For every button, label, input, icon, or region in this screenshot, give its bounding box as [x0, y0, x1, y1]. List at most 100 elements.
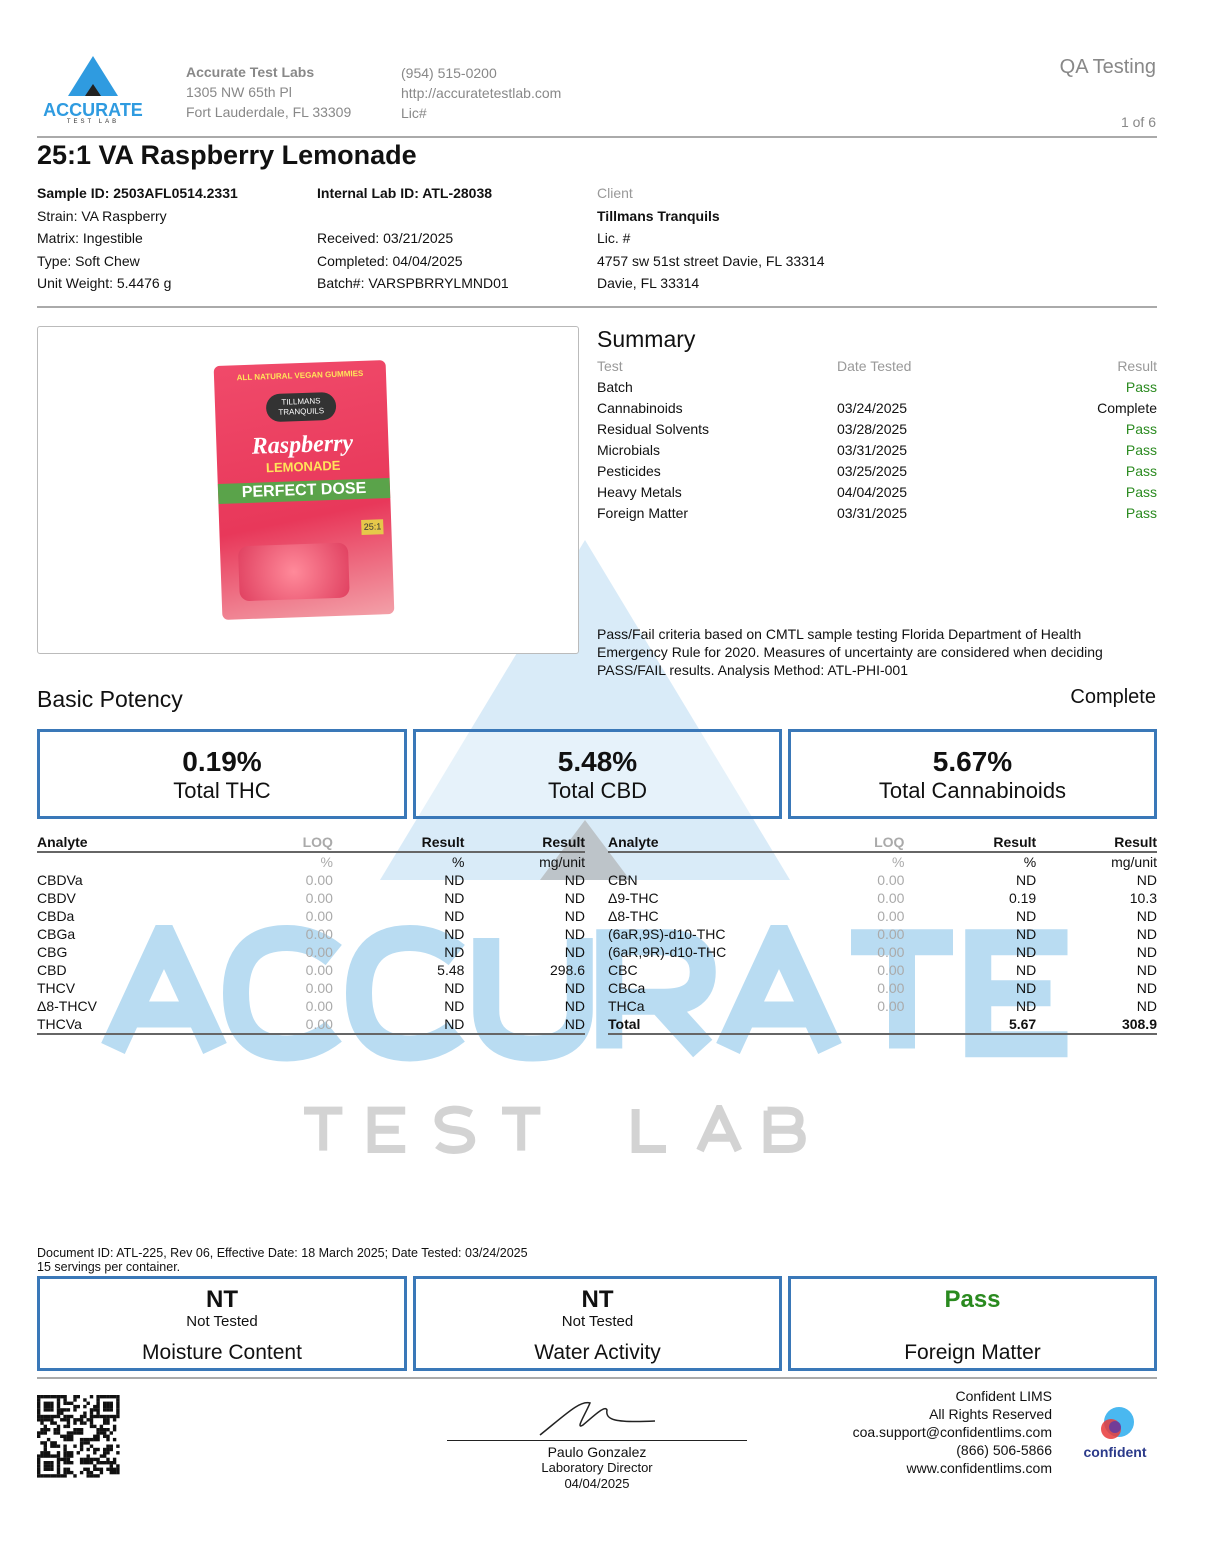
product-image-frame: ALL NATURAL VEGAN GUMMIES TILLMANS TRANQ…	[37, 326, 579, 654]
report-type: QA Testing	[1059, 56, 1156, 78]
table-cell: ND	[1015, 998, 1037, 1014]
product-image: ALL NATURAL VEGAN GUMMIES TILLMANS TRANQ…	[213, 360, 395, 620]
summary-date: 03/25/2025	[837, 462, 908, 479]
table-cell: ND	[444, 872, 465, 888]
column-header: Result	[464, 833, 585, 853]
qr-code-icon[interactable]	[37, 1395, 120, 1478]
table-cell: ND	[564, 926, 585, 942]
summary-date: 03/31/2025	[837, 504, 908, 521]
table-cell: 0.00	[877, 998, 905, 1014]
table-row: CBCa 0.00 ND ND	[608, 979, 1157, 997]
card-total-cbd: 5.48% Total CBD	[413, 729, 782, 819]
summary-test: Pesticides	[597, 462, 661, 479]
signature-date: 04/04/2025	[564, 1476, 630, 1491]
card-value: Pass	[944, 1286, 1001, 1313]
summary-date: 03/31/2025	[837, 441, 908, 458]
pass-fail-note: Pass/Fail criteria based on CMTL sample …	[597, 626, 1103, 678]
client-address: 4757 sw 51st street Davie, FL 33314	[597, 252, 825, 269]
table-cell: 0.00	[245, 1015, 333, 1035]
completed-date: Completed: 04/04/2025	[317, 252, 463, 269]
column-header: LOQ	[245, 833, 333, 853]
table-cell: 0.00	[877, 962, 905, 978]
table-cell: ND	[1015, 944, 1037, 960]
summary-date: 03/24/2025	[837, 399, 908, 416]
confident-logo-icon	[1100, 1407, 1134, 1439]
table-cell: Δ8-THC	[608, 908, 659, 924]
column-header: LOQ	[816, 833, 905, 853]
table-row: CBN 0.00 ND ND	[608, 871, 1157, 889]
table-cell: ND	[1136, 962, 1157, 978]
table-cell: ND	[1015, 962, 1037, 978]
table-cell: 308.9	[1036, 1015, 1157, 1035]
logo-subtext: TEST LAB	[66, 119, 120, 125]
table-cell: THCV	[37, 980, 76, 996]
card-label: Foreign Matter	[904, 1341, 1041, 1364]
summary-result: Pass	[1125, 441, 1157, 458]
table-cell: ND	[564, 908, 585, 924]
table-cell: ND	[564, 998, 585, 1014]
table-cell: ND	[1015, 980, 1037, 996]
table-row: CBG 0.00 ND ND	[37, 943, 585, 961]
lims-rights: All Rights Reserved	[929, 1406, 1052, 1422]
pouch-ratio: 25:1	[361, 519, 384, 536]
table-row: CBGa 0.00 ND ND	[37, 925, 585, 943]
table-cell: ND	[464, 1015, 585, 1035]
table-cell: 0.00	[305, 890, 333, 906]
summary-result: Complete	[1097, 399, 1157, 416]
table-cell: 0.00	[305, 908, 333, 924]
table-cell: ND	[1136, 998, 1157, 1014]
table-row: Δ8-THC 0.00 ND ND	[608, 907, 1157, 925]
client-license: Lic. #	[597, 230, 631, 246]
client-city: Davie, FL 33314	[597, 275, 700, 291]
table-cell: ND	[1136, 908, 1157, 924]
table-cell: CBD	[37, 962, 67, 978]
table-cell: 5.67	[904, 1015, 1037, 1035]
client-label: Client	[597, 185, 633, 201]
col-result: Result	[1117, 357, 1157, 374]
lab-name: Accurate Test Labs	[186, 64, 315, 80]
table-cell: 0.00	[305, 944, 333, 960]
summary-result: Pass	[1125, 483, 1157, 500]
summary-date: 04/04/2025	[837, 483, 908, 500]
type: Type: Soft Chew	[37, 252, 140, 269]
lab-website[interactable]: http://accuratetestlab.com	[401, 85, 562, 101]
watermark-sublettering	[304, 1105, 806, 1154]
lab-address2: Fort Lauderdale, FL 33309	[186, 104, 352, 120]
card-value: 5.67%	[932, 746, 1013, 777]
unit-label: mg/unit	[1111, 854, 1157, 870]
units-row: %% mg/unit	[608, 852, 1157, 871]
table-cell: Total	[608, 1015, 817, 1035]
table-cell: 0.00	[305, 980, 333, 996]
card-total-thc: 0.19% Total THC	[37, 729, 407, 819]
summary-test: Microbials	[597, 441, 661, 458]
lims-website[interactable]: www.confidentlims.com	[906, 1460, 1053, 1476]
lims-email[interactable]: coa.support@confidentlims.com	[852, 1424, 1052, 1440]
lab-phone: (954) 515-0200	[401, 65, 497, 81]
card-moisture-content: NT Not Tested Moisture Content	[37, 1276, 407, 1371]
card-sub	[791, 1313, 1154, 1331]
matrix: Matrix: Ingestible	[37, 230, 143, 246]
table-cell: ND	[1136, 926, 1157, 942]
analyte-table-right: Analyte LOQ Result Result%% mg/unit CBN 0.00 ND…	[608, 833, 1157, 1035]
internal-lab-id: Internal Lab ID: ATL-28038	[317, 185, 493, 201]
lab-address1: 1305 NW 65th Pl	[186, 84, 292, 100]
table-cell: 0.00	[877, 908, 905, 924]
table-cell: ND	[1015, 872, 1037, 888]
table-row: CBC 0.00 ND ND	[608, 961, 1157, 979]
card-label: Total THC	[173, 778, 271, 803]
divider	[37, 1377, 1157, 1379]
table-cell: ND	[1136, 980, 1157, 996]
summary-test: Foreign Matter	[597, 504, 689, 521]
card-label: Water Activity	[534, 1341, 661, 1364]
table-cell: ND	[1015, 926, 1037, 942]
table-cell: ND	[564, 890, 585, 906]
summary-result: Pass	[1125, 462, 1157, 479]
table-cell: 0.00	[877, 926, 905, 942]
signature-line	[447, 1440, 747, 1441]
summary-test: Batch	[597, 378, 633, 395]
table-cell: ND	[1136, 944, 1157, 960]
table-cell: ND	[444, 998, 465, 1014]
watermark-glyph	[434, 1105, 476, 1154]
servings-note: 15 servings per container.	[37, 1260, 181, 1274]
summary-row: Batch Pass	[597, 376, 1157, 397]
